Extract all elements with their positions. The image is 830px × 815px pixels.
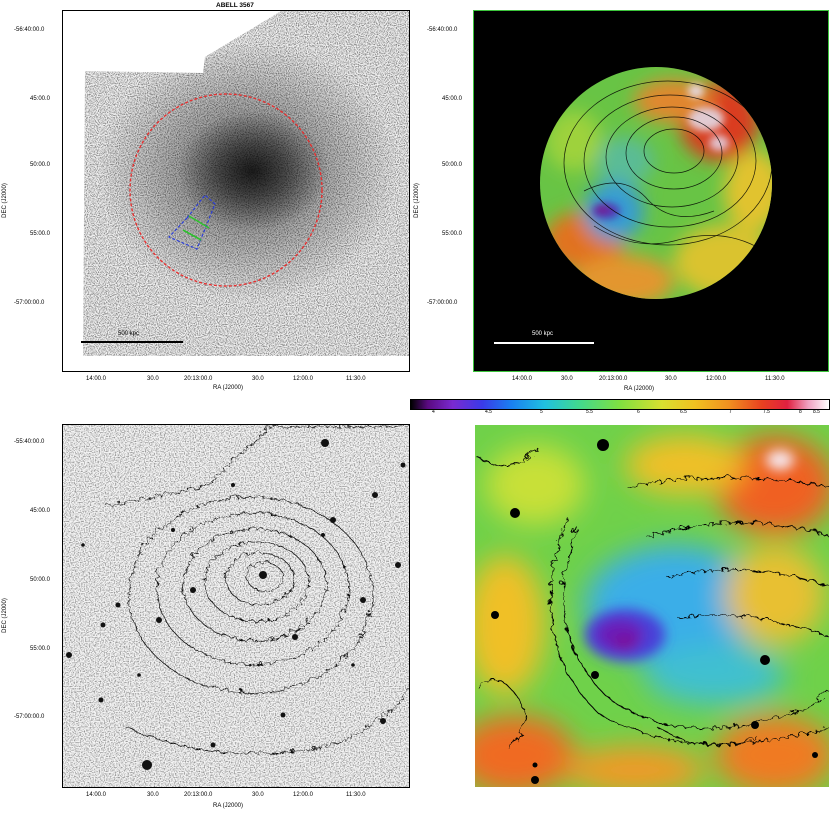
panel-a-xtick-3: 20:13:00.0 — [184, 376, 213, 382]
panel-b-xtick-6: 11:30.0 — [765, 376, 785, 382]
panel-c-image — [62, 424, 410, 788]
panel-a-xtick-5: 12:00.0 — [293, 376, 314, 382]
panel-c-xtick-5: 12:00.0 — [293, 792, 314, 798]
colorbar-tick-1: 4 — [432, 409, 435, 415]
panel-d-svg — [475, 425, 829, 787]
panel-a-image — [62, 10, 410, 372]
colorbar-tick-6: 6.5 — [680, 409, 687, 415]
colorbar-tick-2: 4.5 — [485, 409, 492, 415]
panel-a-svg — [81, 11, 409, 356]
panel-c-xtick-3: 20:13:00.0 — [184, 792, 213, 798]
panel-b-svg — [494, 67, 772, 344]
slit-line-2 — [182, 229, 202, 241]
panel-b-ytick-5: -57:00:00.0 — [427, 300, 458, 306]
panel-c-xlabel: RA (J2000) — [213, 803, 244, 809]
panel-a-ytick-1: -56:40:00.0 — [14, 27, 45, 33]
panel-c-ytick-3: 50:00.0 — [30, 577, 51, 583]
panel-a-xtick-1: 14:00.0 — [86, 376, 107, 382]
panel-a-xlabel: RA (J2000) — [213, 385, 244, 391]
panel-b-xtick-4: 30.0 — [665, 376, 677, 382]
panel-a-ytick-3: 50:00.0 — [30, 162, 51, 168]
panel-b-scalebar-label: 500 kpc — [532, 331, 554, 337]
panel-b-xtick-3: 20:13:00.0 — [599, 376, 628, 382]
virial-circle — [129, 93, 323, 287]
panel-c-ytick-2: 45:00.0 — [30, 508, 51, 514]
panel-a-title: ABELL 3567 — [216, 2, 254, 9]
panel-c-xtick-1: 14:00.0 — [86, 792, 107, 798]
panel-c-ytick-4: 55:00.0 — [30, 646, 51, 652]
panel-a-ylabel: DEC (J2000) — [1, 183, 8, 218]
panel-a-ytick-5: -57:00:00.0 — [14, 300, 45, 306]
panel-b-xlabel: RA (J2000) — [624, 386, 655, 392]
panel-c-ytick-1: -55:40:00.0 — [14, 439, 45, 445]
panel-b-ylabel: DEC (J2000) — [413, 183, 420, 218]
colorbar-tick-8: 7.5 — [763, 409, 770, 415]
panel-c-ylabel: DEC (J2000) — [1, 598, 8, 633]
panel-c-xtick-2: 30.0 — [147, 792, 159, 798]
panel-d-image — [475, 425, 829, 787]
panel-b-ytick-2: 45:00.0 — [442, 96, 463, 102]
panel-b-xtick-2: 30.0 — [561, 376, 573, 382]
panel-c-svg — [63, 425, 409, 787]
panel-c-ytick-5: -57:00:00.0 — [14, 714, 45, 720]
panel-b-xtick-1: 14:00.0 — [512, 376, 533, 382]
panel-a-ytick-4: 55:00.0 — [30, 231, 51, 237]
panel-b-ytick-3: 50:00.0 — [442, 162, 463, 168]
panel-a-scalebar-label: 500 kpc — [118, 331, 140, 337]
panel-a-xtick-2: 30.0 — [147, 376, 159, 382]
panel-b-ytick-4: 55:00.0 — [442, 231, 463, 237]
panel-b-ytick-1: -56:40:00.0 — [427, 27, 458, 33]
colorbar-tick-7: 7 — [729, 409, 732, 415]
panel-a-xtick-6: 11:30.0 — [346, 376, 366, 382]
panel-b-image — [473, 10, 829, 372]
colorbar-tick-10: 8.5 — [813, 409, 820, 415]
colorbar-tick-3: 5 — [540, 409, 543, 415]
panel-a-xtick-4: 30.0 — [252, 376, 264, 382]
colorbar-tick-5: 6 — [637, 409, 640, 415]
panel-a-ytick-2: 45:00.0 — [30, 96, 51, 102]
panel-c-xtick-6: 11:30.0 — [346, 792, 366, 798]
panel-c-xtick-4: 30.0 — [252, 792, 264, 798]
slit-line-1 — [188, 215, 210, 229]
colorbar-tick-4: 5.5 — [586, 409, 593, 415]
colorbar-tick-9: 8 — [799, 409, 802, 415]
panel-b-xtick-5: 12:00.0 — [706, 376, 727, 382]
